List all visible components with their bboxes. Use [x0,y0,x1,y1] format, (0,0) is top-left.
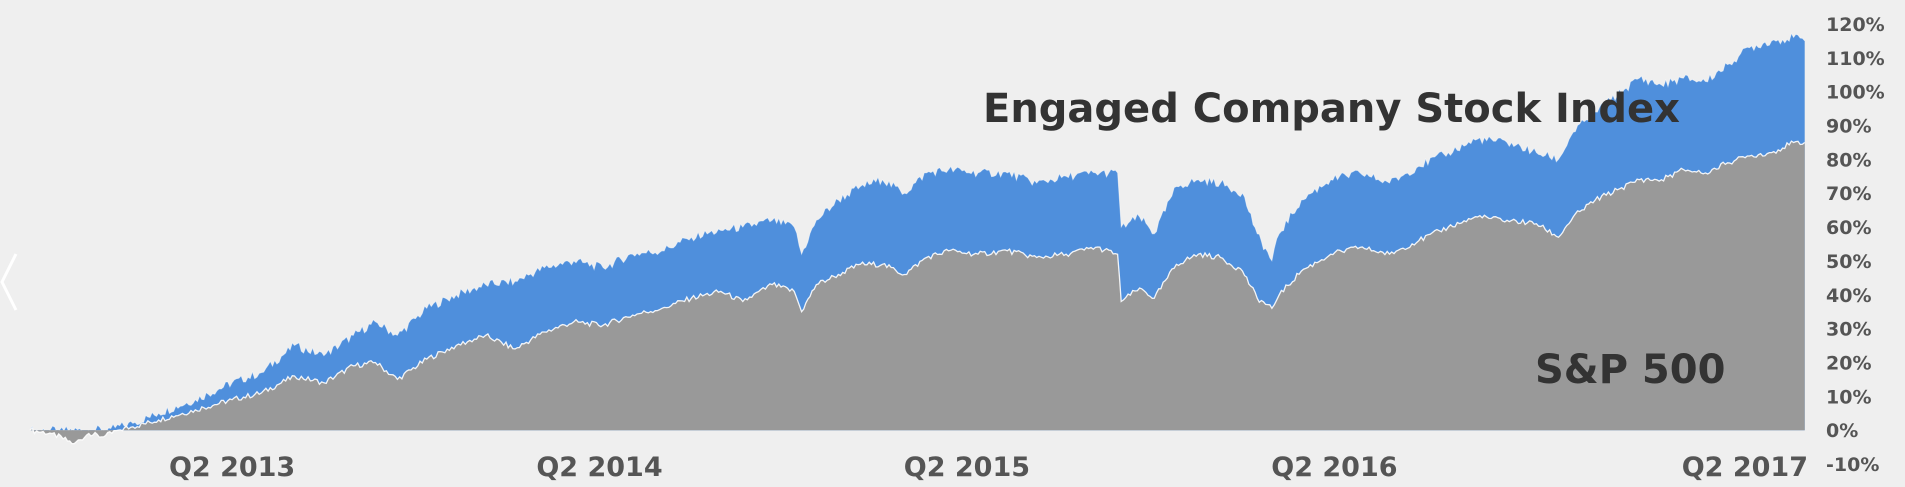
x-tick-label: Q2 2017 [1682,452,1808,483]
series-edge-engaged [29,32,1805,436]
chart-areas [29,32,1806,445]
series-labels: Engaged Company Stock Index S&P 500 [983,86,1725,393]
x-axis-ticks: Q2 2013 Q2 2014 Q2 2015 Q2 2016 Q2 2017 [169,452,1808,483]
y-tick-label: 110% [1826,48,1885,70]
y-tick-label: 100% [1826,82,1885,104]
y-tick-label: -10% [1826,454,1879,476]
y-tick-label: 120% [1826,14,1885,36]
y-axis-ticks: -10% 0% 10% 20% 30% 40% 50% 60% 70% 80% 90% 100% 110… [1826,14,1885,476]
y-tick-label: 10% [1826,386,1871,408]
y-tick-label: 30% [1826,319,1871,341]
y-tick-label: 20% [1826,353,1871,375]
y-tick-label: 70% [1826,183,1871,205]
y-tick-label: 90% [1826,116,1871,138]
carousel-prev-arrow[interactable] [0,253,18,311]
x-tick-label: Q2 2015 [904,452,1030,483]
series-label-sp500: S&P 500 [1535,347,1725,393]
series-area-sp500 [30,141,1805,444]
x-tick-label: Q2 2016 [1271,452,1397,483]
x-tick-label: Q2 2013 [169,452,295,483]
y-tick-label: 50% [1826,251,1871,273]
series-label-engaged: Engaged Company Stock Index [983,86,1680,132]
y-tick-label: 0% [1826,420,1858,442]
y-tick-label: 80% [1826,149,1871,171]
y-tick-label: 60% [1826,217,1871,239]
x-tick-label: Q2 2014 [536,452,662,483]
series-edge-sp500 [29,140,1806,445]
y-tick-label: 40% [1826,285,1871,307]
